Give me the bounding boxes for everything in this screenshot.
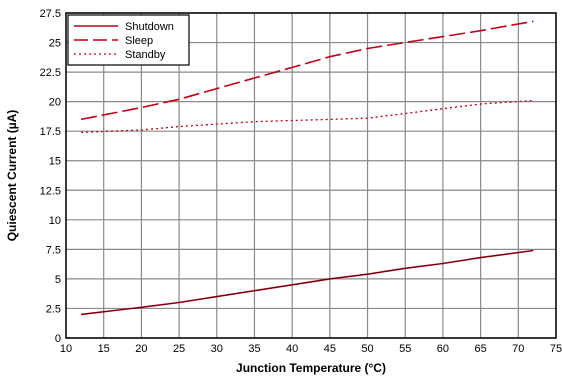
x-tick-label: 40 <box>286 343 298 355</box>
legend-label-sleep: Sleep <box>125 35 153 47</box>
y-axis-title: Quiescent Current (µA) <box>5 110 19 242</box>
x-tick-label: 65 <box>474 343 486 355</box>
legend: Shutdown Sleep Standby <box>67 14 190 66</box>
legend-label-shutdown: Shutdown <box>125 21 174 33</box>
series-line-sleep <box>80 20 534 121</box>
y-tick-label: 22.5 <box>40 67 61 79</box>
y-tick-label: 12.5 <box>40 185 61 197</box>
legend-label-standby: Standby <box>125 49 166 61</box>
y-tick-label: 27.5 <box>40 8 61 20</box>
series-lines <box>80 20 534 316</box>
x-axis-title: Junction Temperature (°C) <box>236 361 386 375</box>
y-tick-label: 2.5 <box>46 303 61 315</box>
x-tick-label: 50 <box>361 343 373 355</box>
plot-frame <box>65 12 557 339</box>
y-tick-label: 5 <box>55 274 61 286</box>
series-line-standby <box>81 99 534 134</box>
x-tick-label: 30 <box>211 343 223 355</box>
y-tick-label: 7.5 <box>46 244 61 256</box>
x-tick-label: 10 <box>60 343 72 355</box>
y-tick-label: 10 <box>49 215 61 227</box>
x-tick-label: 60 <box>437 343 449 355</box>
y-tick-label: 15 <box>49 156 61 168</box>
x-tick-label: 25 <box>173 343 185 355</box>
y-tick-label: 0 <box>55 333 61 345</box>
x-tick-labels: 10 15 20 25 30 35 40 45 50 55 60 65 70 75 <box>60 343 562 355</box>
y-tick-label: 17.5 <box>40 126 61 138</box>
series-line-core <box>81 250 534 315</box>
x-tick-label: 75 <box>550 343 562 355</box>
x-tick-label: 15 <box>98 343 110 355</box>
y-tick-label: 25 <box>49 38 61 50</box>
legend-box <box>67 14 190 66</box>
x-tick-label: 70 <box>512 343 524 355</box>
y-tick-labels: 0 2.5 5 7.5 10 12.5 15 17.5 20 22.5 25 27.5 <box>40 8 61 345</box>
x-tick-label: 35 <box>248 343 260 355</box>
y-tick-label: 20 <box>49 97 61 109</box>
x-tick-label: 55 <box>399 343 411 355</box>
x-tick-label: 20 <box>135 343 147 355</box>
x-tick-label: 45 <box>324 343 336 355</box>
